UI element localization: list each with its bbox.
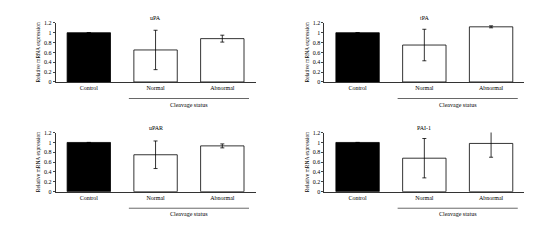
svg-text:1: 1: [317, 140, 320, 146]
svg-text:Normal: Normal: [146, 85, 165, 91]
svg-text:0.8: 0.8: [44, 149, 52, 155]
svg-text:0.2: 0.2: [44, 179, 52, 185]
svg-text:1: 1: [317, 30, 320, 36]
svg-text:1.2: 1.2: [313, 20, 321, 26]
svg-text:0.6: 0.6: [44, 159, 52, 165]
svg-text:0.2: 0.2: [313, 179, 321, 185]
svg-text:Relative mRNA expression: Relative mRNA expression: [304, 22, 310, 82]
svg-text:Normal: Normal: [415, 85, 434, 91]
svg-text:Normal: Normal: [415, 195, 434, 201]
svg-text:Abnormal: Abnormal: [210, 85, 235, 91]
svg-text:Cleavage status: Cleavage status: [439, 102, 477, 108]
svg-text:1.2: 1.2: [313, 130, 321, 136]
svg-text:1.2: 1.2: [44, 130, 52, 136]
svg-text:0.4: 0.4: [313, 59, 321, 65]
svg-text:Control: Control: [80, 85, 99, 91]
svg-text:PAI-1: PAI-1: [417, 125, 431, 131]
svg-text:tPA: tPA: [420, 15, 429, 21]
svg-text:0.8: 0.8: [44, 40, 52, 46]
svg-text:1: 1: [48, 30, 51, 36]
svg-text:1.2: 1.2: [44, 20, 52, 26]
svg-text:uPAR: uPAR: [149, 125, 163, 131]
svg-text:Control: Control: [348, 85, 367, 91]
svg-text:Normal: Normal: [146, 195, 165, 201]
svg-text:0.4: 0.4: [44, 59, 52, 65]
svg-text:Abnormal: Abnormal: [210, 195, 235, 201]
svg-text:Control: Control: [348, 195, 367, 201]
svg-text:0.8: 0.8: [313, 149, 321, 155]
svg-text:Cleavage status: Cleavage status: [170, 102, 208, 108]
svg-text:uPA: uPA: [150, 15, 161, 21]
svg-text:0: 0: [48, 189, 51, 195]
svg-text:0.4: 0.4: [44, 169, 52, 175]
svg-text:0.2: 0.2: [313, 69, 321, 75]
svg-text:Relative mRNA expression: Relative mRNA expression: [304, 132, 310, 192]
svg-text:0.4: 0.4: [313, 169, 321, 175]
svg-text:Cleavage status: Cleavage status: [439, 211, 477, 217]
svg-text:0.2: 0.2: [44, 69, 52, 75]
svg-text:Abnormal: Abnormal: [479, 195, 504, 201]
svg-text:0.6: 0.6: [44, 50, 52, 56]
svg-text:Cleavage status: Cleavage status: [170, 211, 208, 217]
svg-text:0.8: 0.8: [313, 40, 321, 46]
svg-text:0: 0: [48, 79, 51, 85]
svg-text:1: 1: [48, 140, 51, 146]
svg-text:Abnormal: Abnormal: [479, 85, 504, 91]
svg-text:Relative mRNA expression: Relative mRNA expression: [35, 132, 41, 192]
svg-text:0.6: 0.6: [313, 50, 321, 56]
svg-text:0.6: 0.6: [313, 159, 321, 165]
svg-text:0: 0: [317, 189, 320, 195]
svg-text:Control: Control: [80, 195, 99, 201]
svg-text:0: 0: [317, 79, 320, 85]
svg-text:Relative mRNA expression: Relative mRNA expression: [35, 22, 41, 82]
